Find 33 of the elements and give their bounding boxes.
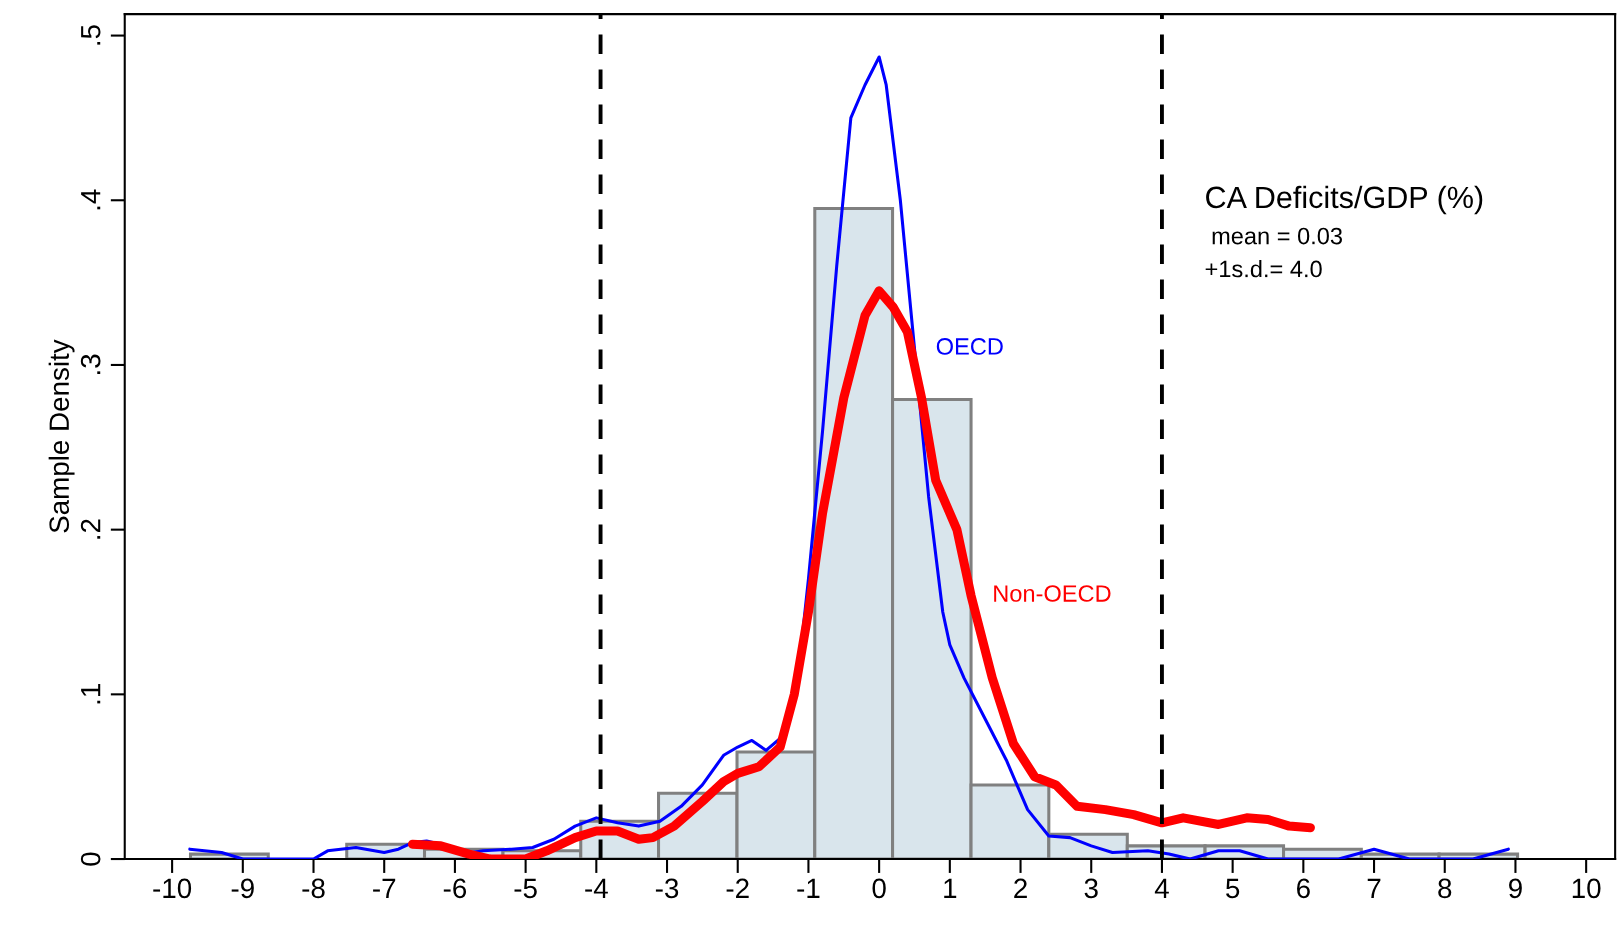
y-tick-label: .4 xyxy=(81,189,101,210)
y-tick-label: .2 xyxy=(80,519,101,539)
series-label: OECD xyxy=(936,338,1003,355)
x-tick-label: -1 xyxy=(797,878,820,898)
x-tick-label: 7 xyxy=(1367,878,1381,898)
y-tick-label: .5 xyxy=(81,25,101,45)
x-tick-label: 3 xyxy=(1084,878,1098,899)
x-tick-label: -8 xyxy=(302,878,325,899)
y-axis-title: Sample Density xyxy=(48,339,75,533)
x-tick-label: 9 xyxy=(1509,878,1522,899)
x-tick-label: -5 xyxy=(514,878,537,899)
y-tick-label: 0 xyxy=(80,852,101,866)
annotation: CA Deficits/GDP (%) xyxy=(1206,185,1483,215)
x-tick-label: -9 xyxy=(231,878,254,899)
x-tick-label: 4 xyxy=(1154,878,1169,898)
series-label: Non-OECD xyxy=(994,585,1111,602)
x-tick-label: -3 xyxy=(655,878,679,899)
x-tick-label: 8 xyxy=(1438,878,1452,899)
y-tick-label: .3 xyxy=(80,354,101,375)
x-tick-label: -4 xyxy=(585,878,608,898)
x-tick-label: 5 xyxy=(1226,878,1240,899)
x-tick-label: -2 xyxy=(726,878,749,898)
x-tick-label: 2 xyxy=(1014,878,1027,898)
x-tick-label: -7 xyxy=(373,878,396,898)
annotation: +1s.d.= 4.0 xyxy=(1205,260,1322,278)
x-tick-label: 1 xyxy=(944,878,957,898)
x-tick-label: -6 xyxy=(443,878,467,899)
annotation: mean = 0.03 xyxy=(1212,227,1342,245)
x-tick-label: 6 xyxy=(1297,878,1310,899)
y-tick-label: .1 xyxy=(81,684,101,704)
x-tick-label: 10 xyxy=(1572,878,1601,899)
x-tick-label: 0 xyxy=(872,878,886,899)
x-tick-label: -10 xyxy=(153,878,192,899)
